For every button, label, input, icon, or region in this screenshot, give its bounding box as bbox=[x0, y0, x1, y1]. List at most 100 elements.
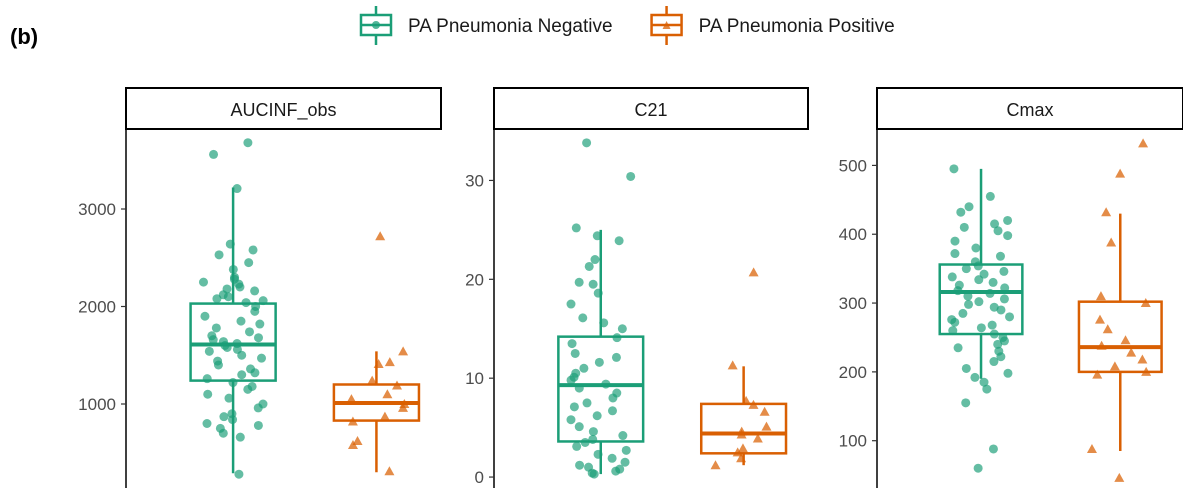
data-point bbox=[1106, 237, 1117, 247]
data-point bbox=[987, 320, 997, 330]
data-point bbox=[752, 433, 763, 443]
data-point bbox=[961, 264, 971, 274]
data-point bbox=[237, 370, 247, 380]
data-point bbox=[1102, 324, 1113, 334]
data-point bbox=[1003, 215, 1013, 225]
data-point bbox=[232, 184, 242, 194]
data-point bbox=[567, 339, 577, 349]
data-point bbox=[626, 171, 636, 181]
data-point bbox=[398, 402, 409, 412]
data-point bbox=[601, 379, 611, 389]
data-point bbox=[979, 377, 989, 387]
data-point bbox=[582, 398, 592, 408]
data-point bbox=[228, 378, 238, 388]
data-point bbox=[594, 357, 604, 367]
data-point bbox=[961, 363, 971, 373]
data-point bbox=[588, 427, 598, 437]
data-point bbox=[621, 445, 631, 455]
data-point bbox=[571, 223, 581, 233]
data-point bbox=[250, 368, 260, 378]
data-point bbox=[588, 434, 598, 444]
data-point bbox=[202, 419, 212, 428]
data-point bbox=[996, 352, 1006, 362]
data-point bbox=[574, 277, 584, 287]
data-point bbox=[1115, 168, 1126, 178]
data-point bbox=[382, 389, 393, 399]
data-point bbox=[203, 389, 213, 399]
data-point bbox=[566, 415, 576, 425]
data-point bbox=[988, 444, 998, 454]
data-point bbox=[575, 460, 585, 470]
data-point bbox=[1126, 347, 1137, 357]
panel-title: AUCINF_obs bbox=[230, 100, 336, 121]
panel-strip bbox=[876, 87, 1183, 130]
data-point bbox=[224, 393, 234, 403]
data-point bbox=[202, 374, 212, 384]
data-point bbox=[570, 348, 580, 358]
data-point bbox=[1101, 207, 1112, 217]
data-point bbox=[985, 288, 995, 298]
data-point bbox=[1003, 368, 1013, 378]
data-point bbox=[584, 261, 594, 271]
data-point bbox=[214, 250, 224, 260]
data-point bbox=[993, 339, 1003, 349]
data-point bbox=[593, 449, 603, 459]
data-point bbox=[963, 291, 973, 301]
data-point bbox=[384, 357, 395, 367]
data-point bbox=[572, 441, 582, 451]
data-point bbox=[574, 383, 584, 393]
data-point bbox=[970, 372, 980, 382]
data-point bbox=[599, 318, 609, 328]
data-point bbox=[710, 460, 721, 470]
data-point bbox=[618, 431, 628, 441]
data-point bbox=[248, 245, 258, 255]
data-point bbox=[234, 469, 244, 479]
data-point bbox=[373, 359, 384, 369]
data-point bbox=[976, 323, 986, 333]
data-point bbox=[982, 384, 992, 394]
data-point bbox=[993, 226, 1003, 236]
data-point bbox=[1003, 231, 1013, 241]
panel-tag: (b) bbox=[10, 24, 38, 49]
data-point bbox=[250, 286, 260, 296]
data-point bbox=[222, 342, 232, 352]
data-point bbox=[198, 277, 208, 287]
data-point bbox=[244, 258, 254, 268]
data-point bbox=[996, 305, 1006, 315]
data-point bbox=[398, 346, 409, 356]
data-point bbox=[948, 326, 958, 336]
data-point bbox=[569, 402, 579, 412]
data-point bbox=[219, 412, 229, 422]
data-point bbox=[241, 298, 251, 308]
data-point bbox=[999, 294, 1009, 304]
data-point bbox=[611, 352, 621, 362]
box-iqr bbox=[1077, 300, 1163, 374]
data-point bbox=[1095, 291, 1106, 301]
data-point bbox=[953, 343, 963, 353]
data-point bbox=[1000, 283, 1010, 293]
data-point bbox=[237, 350, 247, 360]
data-point bbox=[761, 421, 772, 431]
data-point bbox=[736, 429, 747, 439]
panel-strip bbox=[493, 87, 809, 130]
data-point bbox=[582, 138, 592, 148]
data-point bbox=[607, 406, 617, 416]
data-point bbox=[253, 333, 263, 343]
data-point bbox=[347, 416, 358, 426]
data-point bbox=[223, 292, 233, 302]
data-point bbox=[974, 297, 984, 307]
data-point bbox=[611, 466, 621, 476]
data-point bbox=[235, 432, 245, 442]
data-point bbox=[566, 299, 576, 309]
data-point bbox=[614, 236, 624, 246]
data-point bbox=[964, 299, 974, 309]
data-point bbox=[950, 236, 960, 246]
data-point bbox=[608, 393, 618, 403]
data-point bbox=[973, 261, 983, 271]
y-tick-label: 20 bbox=[465, 270, 484, 289]
data-point bbox=[367, 375, 378, 385]
data-point bbox=[346, 394, 357, 404]
chart-panels: AUCINF_obs 1000 2000 3000 C21 0 10 20 30 Cmax 100 2… bbox=[78, 87, 1183, 488]
data-point bbox=[257, 353, 267, 363]
data-point bbox=[392, 380, 403, 390]
